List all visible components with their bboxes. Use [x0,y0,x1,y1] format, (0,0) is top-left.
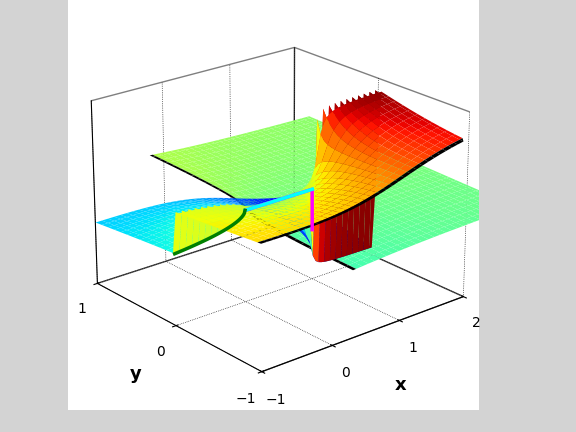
X-axis label: x: x [395,376,406,394]
Y-axis label: y: y [130,365,142,383]
